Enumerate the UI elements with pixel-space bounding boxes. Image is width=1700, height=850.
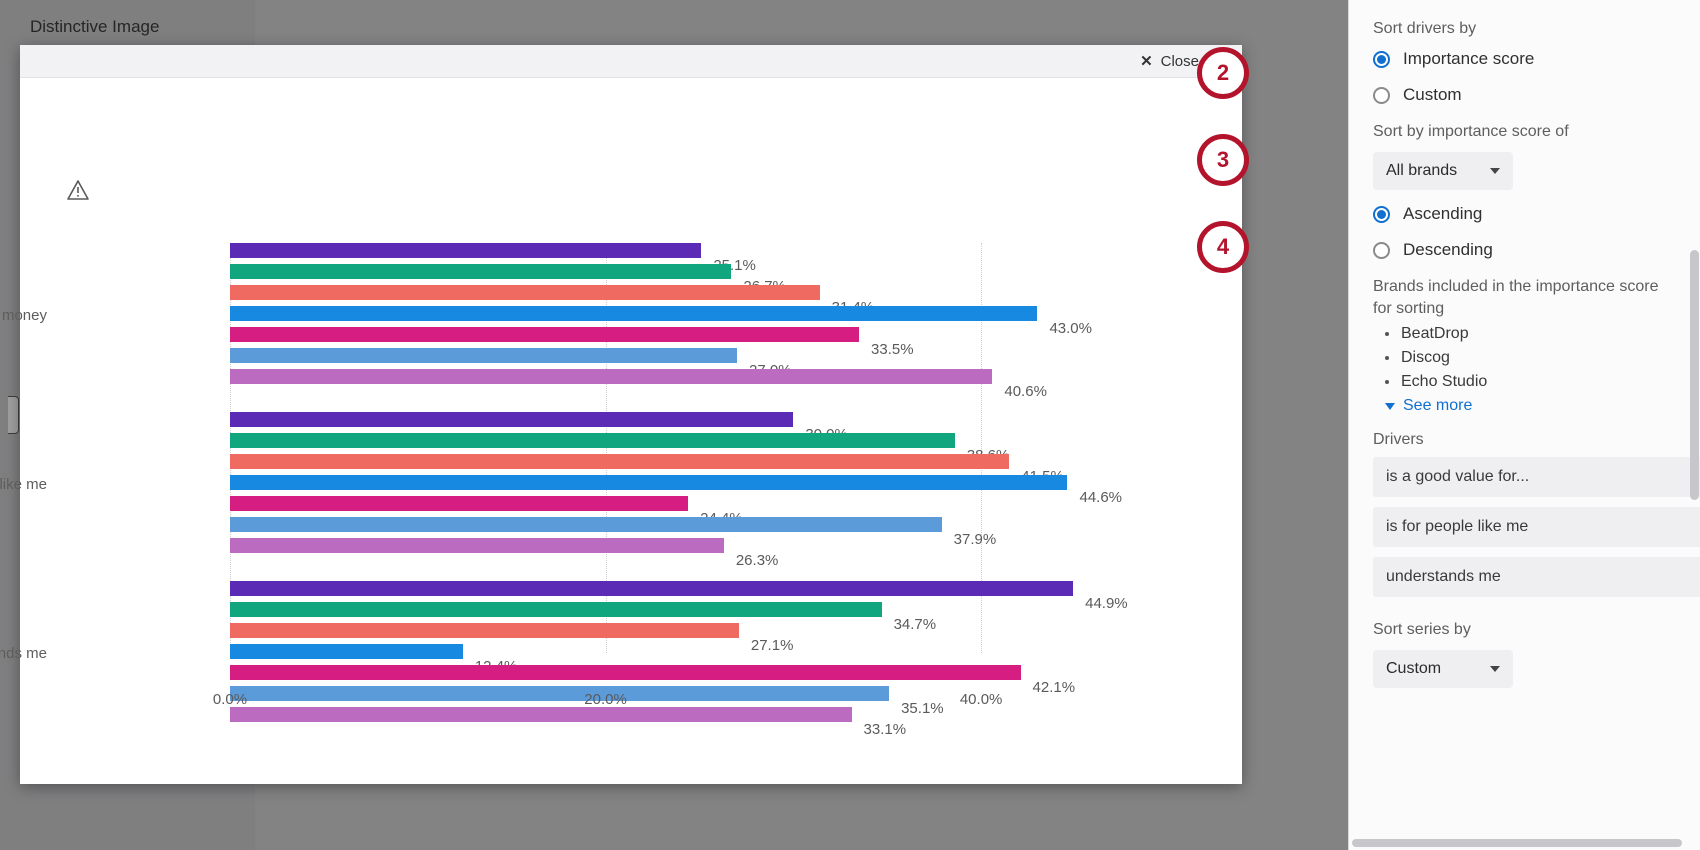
- bar-value-label: 44.6%: [1079, 489, 1123, 506]
- sort-by-importance-label: Sort by importance score of: [1373, 123, 1569, 140]
- chart-plot-area: a good value for the money25.1%26.7%31.4…: [0, 243, 1128, 738]
- horizontal-scrollbar[interactable]: [1352, 839, 1682, 847]
- bar-beatdrop[interactable]: [230, 644, 463, 659]
- bar-value-label: 43.0%: [1049, 320, 1092, 337]
- radio-importance-score-icon: [1373, 50, 1390, 68]
- bar-chart: a good value for the money25.1%26.7%31.4…: [0, 193, 1242, 738]
- bar-value-label: 33.5%: [871, 341, 914, 358]
- step-badge-4: 4: [1197, 221, 1249, 273]
- close-icon: ✕: [1140, 52, 1153, 70]
- brands-included-label: Brands included in the importance score …: [1373, 278, 1659, 317]
- bar-pip[interactable]: [230, 538, 724, 553]
- x-axis-tick-label: 40.0%: [959, 691, 1003, 708]
- step-badge-2: 2: [1197, 47, 1249, 99]
- bar-primrose[interactable]: [230, 327, 860, 342]
- bar-primrose[interactable]: [230, 665, 1021, 680]
- brand-select[interactable]: All brands: [1373, 152, 1513, 190]
- see-more-link[interactable]: See more: [1385, 397, 1676, 415]
- bar-value-label: 27.1%: [750, 637, 794, 654]
- radio-custom-label: Custom: [1403, 85, 1462, 104]
- bar-echo-studio[interactable]: [230, 285, 820, 300]
- bar-value-label: 42.1%: [1032, 679, 1076, 696]
- bar-flannel[interactable]: [230, 517, 942, 532]
- bar-flannel[interactable]: [230, 686, 890, 701]
- bar-beatdrop[interactable]: [230, 306, 1038, 321]
- radio-descending-icon: [1373, 241, 1390, 259]
- caret-down-icon: [1385, 402, 1395, 410]
- radio-importance-score[interactable]: Importance score: [1373, 49, 1676, 69]
- radio-custom[interactable]: Custom: [1373, 85, 1676, 105]
- bar-value-label: 33.1%: [863, 721, 907, 738]
- brand-list-item: Discog: [1385, 346, 1676, 370]
- driver-chip[interactable]: is for people like me: [1373, 507, 1700, 547]
- grid-line: [230, 243, 231, 653]
- bar-musiq[interactable]: [230, 412, 794, 427]
- radio-descending-label: Descending: [1403, 240, 1493, 259]
- close-button[interactable]: ✕ Close: [1134, 51, 1205, 72]
- sidebar-scrollbar[interactable]: [1690, 0, 1699, 850]
- modal-body: a good value for the money25.1%26.7%31.4…: [0, 78, 1242, 784]
- x-axis-tick-label: 0.0%: [212, 691, 248, 708]
- chevron-down-icon: [1490, 168, 1500, 174]
- sort-series-select[interactable]: Custom: [1373, 650, 1513, 688]
- radio-ascending-icon: [1373, 205, 1390, 223]
- chevron-down-icon: [1490, 666, 1500, 672]
- drivers-label: Drivers: [1373, 431, 1424, 448]
- warning-triangle-icon: [67, 180, 89, 200]
- brand-select-value: All brands: [1386, 162, 1458, 179]
- bar-pip[interactable]: [230, 369, 993, 384]
- grid-line: [605, 243, 607, 653]
- bar-primrose[interactable]: [230, 496, 689, 511]
- bar-hit-play[interactable]: [230, 433, 955, 448]
- bar-musiq[interactable]: [230, 243, 702, 258]
- bar-flannel[interactable]: [230, 348, 737, 363]
- see-more-label: See more: [1403, 397, 1473, 414]
- brands-included-list: BeatDrop Discog Echo Studio: [1385, 322, 1676, 394]
- x-axis-tick-label: 20.0%: [584, 691, 627, 708]
- sort-settings-sidebar: Sort drivers by Importance score Custom …: [1348, 0, 1700, 850]
- radio-custom-icon: [1373, 86, 1390, 104]
- grid-line: [981, 243, 983, 653]
- bar-pip[interactable]: [230, 707, 852, 722]
- y-axis-category-label: a good value for the money: [0, 306, 47, 324]
- bar-musiq[interactable]: [230, 581, 1074, 596]
- bar-value-label: 37.9%: [953, 531, 997, 548]
- sort-series-section: Sort series by Custom: [1373, 619, 1676, 688]
- y-axis-category-label: understands me: [0, 644, 47, 662]
- panel-collapse-handle[interactable]: [8, 396, 19, 434]
- bar-echo-studio[interactable]: [230, 623, 739, 638]
- bar-value-label: 34.7%: [893, 616, 937, 633]
- chart-modal: ✕ Close a good value for the money25.1%2…: [0, 45, 1242, 784]
- bar-value-label: 26.3%: [735, 552, 779, 569]
- radio-descending[interactable]: Descending: [1373, 240, 1676, 260]
- bar-hit-play[interactable]: [230, 602, 882, 617]
- sort-series-select-value: Custom: [1386, 660, 1442, 677]
- bar-value-label: 35.1%: [901, 700, 944, 717]
- radio-ascending-label: Ascending: [1403, 204, 1483, 223]
- bar-hit-play[interactable]: [230, 264, 732, 279]
- bar-value-label: 44.9%: [1085, 595, 1128, 612]
- close-button-label: Close: [1160, 52, 1199, 70]
- drivers-list: is a good value for... is for people like…: [1373, 457, 1700, 597]
- brand-list-item: BeatDrop: [1385, 322, 1676, 346]
- bar-beatdrop[interactable]: [230, 475, 1068, 490]
- bar-echo-studio[interactable]: [230, 454, 1010, 469]
- radio-ascending[interactable]: Ascending: [1373, 204, 1676, 224]
- sort-series-by-label: Sort series by: [1373, 621, 1471, 638]
- brand-list-item: Echo Studio: [1385, 370, 1676, 394]
- driver-chip[interactable]: understands me: [1373, 557, 1700, 597]
- y-axis-category-label: is for people like me: [0, 475, 47, 493]
- sort-drivers-by-label: Sort drivers by: [1373, 20, 1477, 37]
- bar-value-label: 40.6%: [1004, 383, 1047, 400]
- step-badge-3: 3: [1197, 134, 1249, 186]
- modal-header: ✕ Close: [20, 45, 1242, 78]
- radio-importance-score-label: Importance score: [1403, 49, 1535, 68]
- driver-chip[interactable]: is a good value for...: [1373, 457, 1700, 497]
